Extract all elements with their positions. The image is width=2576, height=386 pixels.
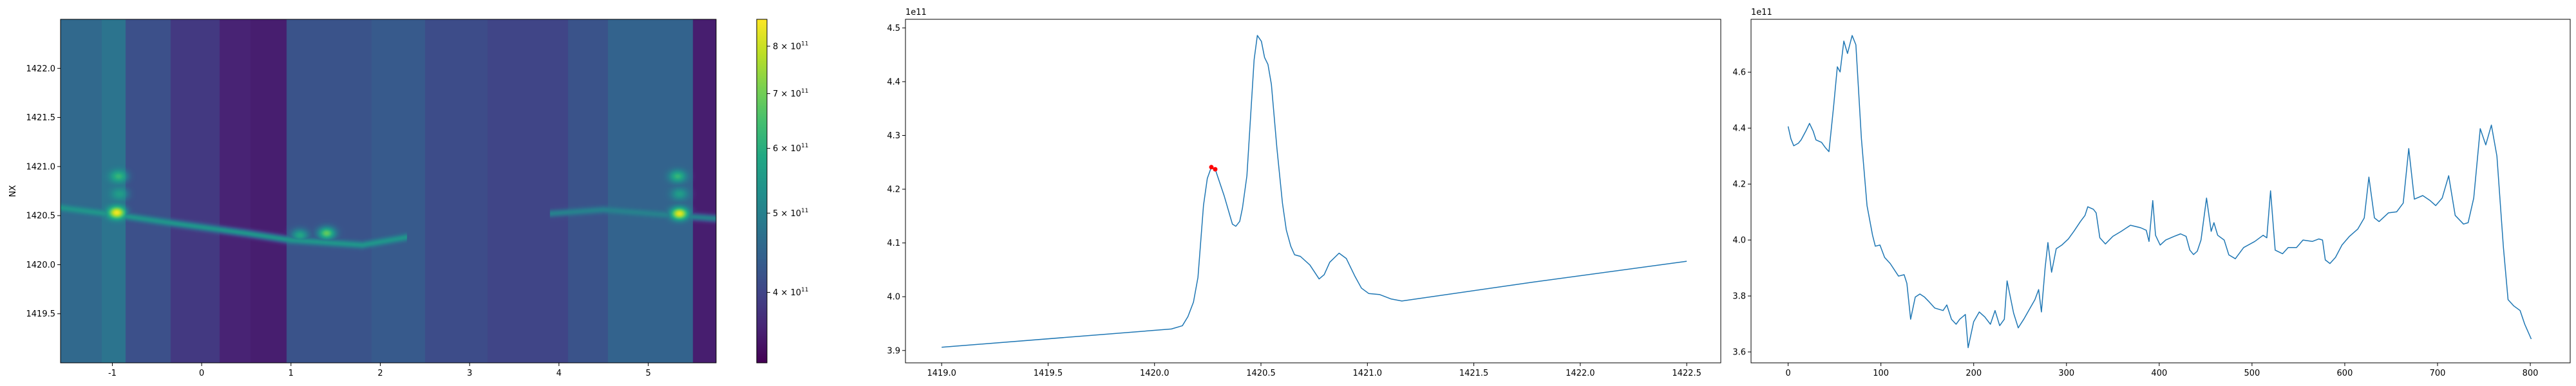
colorbar-tick-label: 8 × 1011 bbox=[773, 41, 808, 51]
x-tick-label: 3 bbox=[467, 369, 472, 378]
y-tick-label: 1420.0 bbox=[26, 261, 56, 270]
colorbar-tick-label: 5 × 1011 bbox=[773, 208, 808, 219]
y-tick-label: 1422.0 bbox=[26, 64, 56, 74]
y-tick-label: 1421.0 bbox=[26, 162, 56, 172]
y-tick-label: 4.1 bbox=[887, 239, 900, 248]
x-tick-label: 1421.5 bbox=[1459, 369, 1489, 378]
tick-base: 10 bbox=[790, 144, 801, 154]
x-tick-label: 1420.0 bbox=[1140, 369, 1170, 378]
highlight-marker bbox=[1213, 167, 1218, 172]
y-tick-label: 3.8 bbox=[1732, 292, 1746, 302]
x-tick-label: 500 bbox=[2244, 369, 2260, 378]
data-line bbox=[942, 35, 1687, 348]
tick-base: 10 bbox=[790, 209, 801, 219]
x-tick-label: 4 bbox=[556, 369, 562, 378]
y-tick-label: 3.6 bbox=[1732, 348, 1746, 358]
tick-mantissa: 7 bbox=[773, 89, 778, 99]
x-tick-label: 800 bbox=[2523, 369, 2539, 378]
x-tick-label: 100 bbox=[1873, 369, 1889, 378]
tick-times: × bbox=[778, 89, 790, 99]
y-tick-label: 1419.5 bbox=[26, 309, 56, 319]
x-tick-label: -1 bbox=[108, 369, 117, 378]
heatmap-axes: -1 0 1 2 3 4 5 1419.5 1420.0 1420.5 1421.0 1421.5 14… bbox=[8, 19, 717, 378]
heatmap-image bbox=[61, 19, 716, 363]
tick-exponent: 11 bbox=[801, 208, 808, 214]
x-tick-label: 1419.5 bbox=[1034, 369, 1063, 378]
axes-frame bbox=[905, 19, 1721, 363]
x-tick-label: 700 bbox=[2430, 369, 2446, 378]
y-tick-label: 4.3 bbox=[887, 131, 900, 141]
x-tick-label: 2 bbox=[377, 369, 383, 378]
tick-times: × bbox=[778, 42, 790, 51]
x-tick-label: 5 bbox=[645, 369, 650, 378]
data-line bbox=[1787, 35, 2532, 349]
tick-base: 10 bbox=[790, 42, 801, 51]
axes-frame bbox=[1750, 19, 2571, 363]
y-tick-label: 4.0 bbox=[887, 293, 900, 302]
y-tick-label: 1420.5 bbox=[26, 212, 56, 221]
x-tick-label: 200 bbox=[1965, 369, 1982, 378]
x-tick-label: 1422.5 bbox=[1672, 369, 1701, 378]
colorbar-gradient bbox=[757, 19, 767, 363]
tick-base: 10 bbox=[790, 288, 801, 298]
x-tick-label: 1421.0 bbox=[1353, 369, 1383, 378]
tick-times: × bbox=[778, 144, 790, 154]
spectrum-line-axes: 1419.0 1419.5 1420.0 1420.5 1421.0 1421.5 1422… bbox=[887, 8, 1721, 378]
colorbar-frame bbox=[756, 19, 768, 363]
tick-times: × bbox=[778, 288, 790, 298]
y-axis-label: NX bbox=[8, 185, 18, 198]
tick-mantissa: 8 bbox=[773, 42, 778, 51]
offset-text: 1e11 bbox=[1751, 8, 1772, 17]
colorbar-tick-label: 7 × 1011 bbox=[773, 88, 808, 99]
tick-times: × bbox=[778, 209, 790, 219]
y-tick-label: 4.5 bbox=[887, 24, 900, 33]
x-tick-label: 300 bbox=[2058, 369, 2074, 378]
x-tick-label: 600 bbox=[2337, 369, 2353, 378]
y-tick-label: 4.2 bbox=[887, 185, 900, 195]
y-tick-label: 4.4 bbox=[887, 77, 900, 87]
colorbar-tick-label: 6 × 1011 bbox=[773, 143, 808, 154]
tick-mantissa: 6 bbox=[773, 144, 778, 154]
y-tick-label: 4.6 bbox=[1732, 68, 1746, 78]
tick-exponent: 11 bbox=[801, 88, 808, 95]
tick-mantissa: 5 bbox=[773, 209, 778, 219]
x-tick-label: 0 bbox=[1785, 369, 1790, 378]
tick-exponent: 11 bbox=[801, 41, 808, 47]
colorbar-tick-label: 4 × 1011 bbox=[773, 287, 808, 298]
y-tick-label: 4.4 bbox=[1732, 124, 1746, 134]
tick-base: 10 bbox=[790, 89, 801, 99]
tick-exponent: 11 bbox=[801, 143, 808, 149]
y-tick-label: 4.2 bbox=[1732, 180, 1746, 190]
x-tick-label: 1420.5 bbox=[1246, 369, 1276, 378]
y-tick-label: 3.9 bbox=[887, 346, 900, 356]
x-tick-label: 1 bbox=[289, 369, 294, 378]
x-tick-label: 400 bbox=[2151, 369, 2167, 378]
y-tick-label: 4.0 bbox=[1732, 236, 1746, 246]
offset-text: 1e11 bbox=[905, 8, 927, 17]
highlight-marker bbox=[1209, 165, 1214, 170]
y-tick-label: 1421.5 bbox=[26, 113, 56, 123]
x-tick-label: 1419.0 bbox=[927, 369, 956, 378]
series-line-axes: 0 100 200 300 400 500 600 700 800 3.6 3.8 4.0 4.2 4.4… bbox=[1732, 8, 2571, 378]
x-tick-label: 1422.0 bbox=[1566, 369, 1595, 378]
tick-mantissa: 4 bbox=[773, 288, 778, 298]
tick-exponent: 11 bbox=[801, 287, 808, 293]
x-tick-label: 0 bbox=[199, 369, 204, 378]
axes-frame bbox=[60, 19, 717, 363]
